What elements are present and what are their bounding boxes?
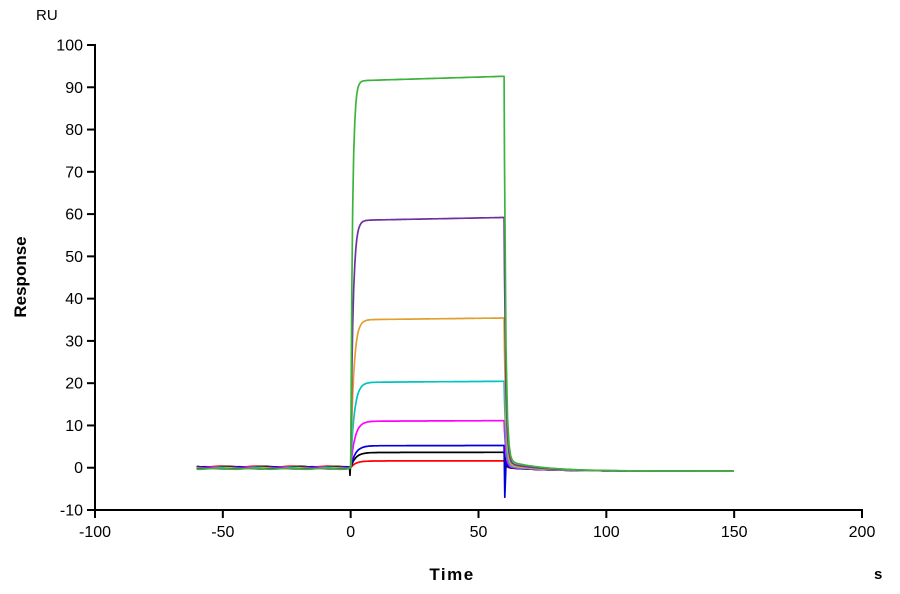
x-tick-label: 0 [346,524,355,541]
series-purple-line [196,216,734,472]
y-tick-label: 30 [65,333,83,350]
x-tick-label: 200 [849,524,876,541]
y-tick-label: -10 [60,503,83,520]
y-tick-label: 80 [65,122,83,139]
y-tick-label: 90 [65,80,83,97]
x-axis-unit-label: s [874,566,883,583]
series-cyan-line [196,380,734,472]
y-tick-label: 60 [65,207,83,224]
x-axis-title: Time [429,565,475,584]
y-axis-unit-label: RU [36,7,58,24]
y-tick-label: 40 [65,291,83,308]
y-tick-label: 0 [74,460,83,477]
y-tick-label: 50 [65,249,83,266]
x-tick-label: 150 [721,524,748,541]
series-green-line [196,75,734,472]
y-tick-label: 70 [65,164,83,181]
x-tick-label: 100 [593,524,620,541]
y-tick-label: 20 [65,376,83,393]
y-tick-label: 10 [65,418,83,435]
x-tick-label: 50 [470,524,488,541]
series-orange-line [196,317,734,472]
x-tick-label: -50 [211,524,234,541]
y-tick-label: 100 [56,38,83,55]
x-tick-label: -100 [79,524,111,541]
